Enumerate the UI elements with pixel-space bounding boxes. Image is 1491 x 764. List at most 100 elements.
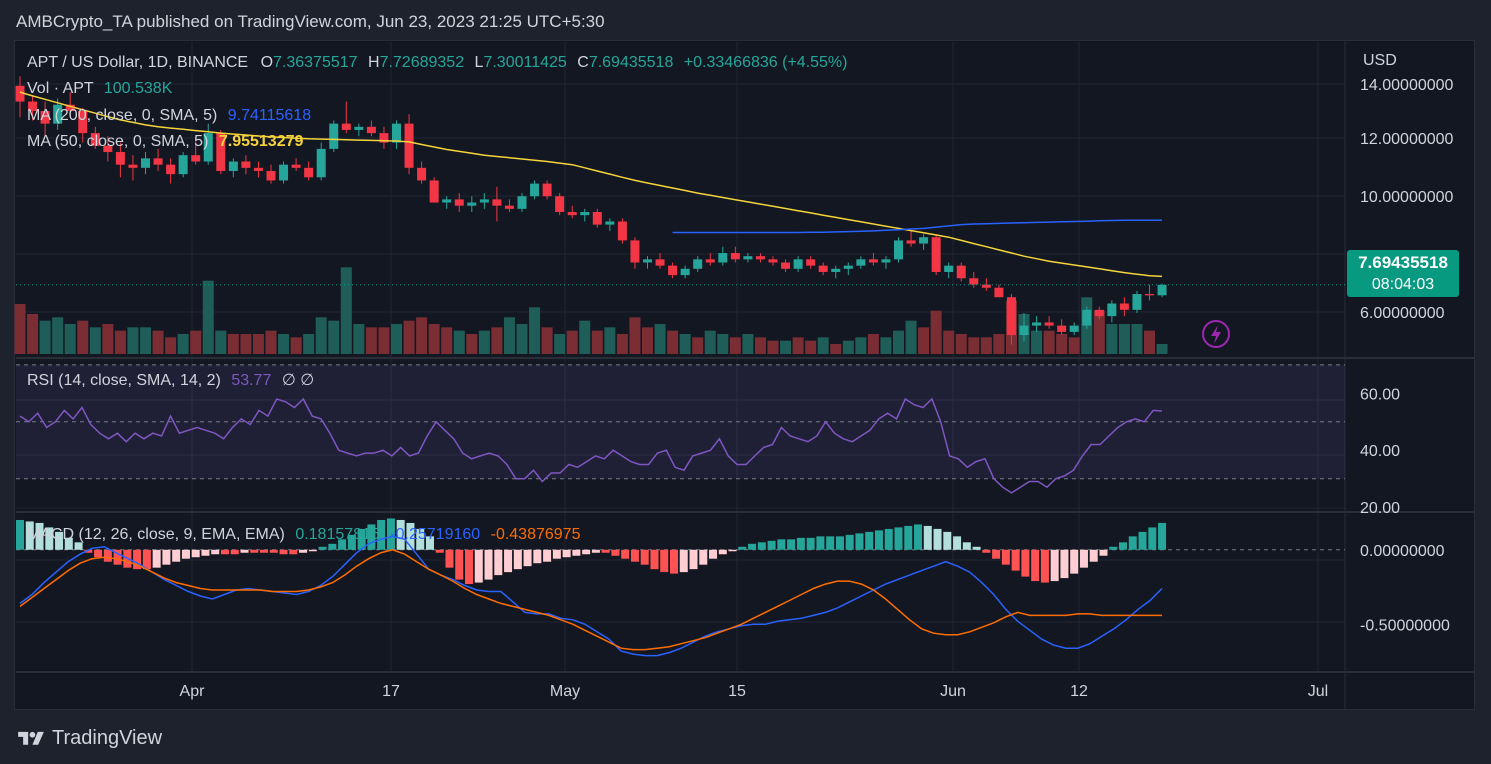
low-value: 7.30011425 (483, 54, 567, 71)
candle-body (28, 101, 38, 112)
tradingview-brand: TradingView (52, 727, 163, 749)
candle-body (592, 212, 602, 225)
ma50-value: 7.95513279 (218, 133, 304, 150)
rsi-tick-label: 20.00 (1360, 500, 1400, 517)
symbol-title[interactable]: APT / US Dollar, 1D, BINANCE (27, 54, 249, 71)
macd-histogram-bar (1001, 549, 1010, 565)
macd-histogram-bar (1050, 549, 1059, 582)
macd-histogram-bar (435, 549, 444, 553)
volume-bar (729, 337, 741, 354)
volume-bar (1056, 334, 1068, 354)
macd-histogram-bar (455, 549, 464, 580)
volume-bar (541, 327, 553, 354)
time-tick-label: Jul (1308, 683, 1328, 700)
candle-body (153, 158, 163, 165)
volume-bar (315, 317, 327, 354)
macd-label: MACD (12, 26, close, 9, EMA, EMA) (27, 526, 285, 543)
macd-histogram-bar (250, 549, 259, 553)
candle-body (705, 259, 715, 263)
volume-legend[interactable]: Vol · APT 100.538K (27, 80, 172, 98)
candle-body (856, 259, 866, 266)
macd-histogram-bar (591, 549, 600, 553)
last-price-label: 7.69435518 08:04:03 (1347, 250, 1459, 297)
candle-body (1006, 297, 1016, 336)
macd-histogram-bar (474, 549, 483, 583)
macd-histogram-bar (709, 549, 718, 559)
volume-bar (378, 327, 390, 354)
price-tick-label: 10.00000000 (1360, 189, 1454, 206)
candle-body (115, 152, 125, 165)
candle-body (53, 104, 63, 124)
candle-body (128, 164, 138, 168)
alert-icon[interactable] (1202, 320, 1230, 348)
candle-body (1057, 325, 1067, 332)
ma50-legend[interactable]: MA (50, close, 0, SMA, 5) 7.95513279 (27, 133, 303, 151)
volume-bar (930, 310, 942, 354)
macd-histogram-bar (562, 549, 571, 558)
rsi-legend[interactable]: RSI (14, close, SMA, 14, 2) 53.77 ∅ ∅ (27, 370, 314, 390)
macd-histogram-bar (425, 536, 434, 550)
ma200-value: 9.74115618 (227, 107, 312, 124)
macd-histogram-bar (601, 549, 610, 553)
rsi-tick-label: 60.00 (1360, 386, 1400, 403)
macd-histogram-bar (982, 549, 991, 553)
candle-body (291, 164, 301, 168)
macd-histogram-bar (230, 549, 239, 555)
volume-bar (403, 320, 415, 354)
macd-histogram-bar (972, 546, 981, 550)
volume-bar (127, 327, 139, 354)
volume-bar (855, 337, 867, 354)
candle-body (1019, 325, 1029, 336)
candle-body (253, 167, 263, 171)
macd-histogram-bar (142, 549, 151, 570)
volume-bar (918, 327, 930, 354)
macd-histogram-bar (787, 539, 796, 550)
tradingview-footer[interactable]: TradingView (16, 727, 162, 750)
volume-bar (1068, 337, 1080, 354)
macd-histogram-bar (923, 525, 932, 550)
macd-histogram-bar (582, 549, 591, 555)
macd-histogram-bar (865, 531, 874, 550)
volume-bar (1093, 310, 1105, 354)
candle-body (906, 240, 916, 244)
ma200-line (672, 219, 1162, 234)
volume-bar (491, 327, 503, 354)
macd-histogram-bar (572, 549, 581, 556)
macd-histogram-bar (386, 518, 395, 550)
candle-body (1157, 284, 1167, 296)
ma200-legend[interactable]: MA (200, close, 0, SMA, 5) 9.74115618 (27, 107, 311, 125)
candle-body (467, 202, 477, 206)
volume-bar (290, 337, 302, 354)
currency-label[interactable]: USD (1363, 52, 1397, 69)
candle-body (166, 164, 176, 175)
volume-bar (365, 327, 377, 354)
macd-histogram-bar (191, 549, 200, 558)
candle-body (530, 183, 540, 197)
macd-histogram-bar (504, 549, 513, 573)
candle-body (580, 212, 590, 216)
rsi-label: RSI (14, close, SMA, 14, 2) (27, 372, 221, 389)
volume-bar (1043, 330, 1055, 354)
macd-histogram-bar (289, 549, 298, 555)
volume-bar (667, 330, 679, 354)
macd-histogram-bar (874, 530, 883, 550)
macd-histogram-bar (181, 549, 190, 559)
macd-histogram-bar (816, 536, 825, 550)
chart-frame[interactable] (14, 40, 1475, 710)
macd-histogram-bar (1119, 542, 1128, 550)
macd-legend[interactable]: MACD (12, 26, close, 9, EMA, EMA) 0.1815… (27, 526, 580, 544)
candle-body (1145, 294, 1154, 296)
macd-histogram-bar (630, 549, 639, 562)
candle-body (1032, 322, 1042, 326)
macd-histogram-bar (767, 540, 776, 550)
bar-countdown: 08:04:03 (1371, 276, 1435, 293)
macd-histogram-bar (45, 527, 54, 550)
candle-body (379, 133, 389, 143)
macd-histogram-bar (269, 549, 278, 553)
candle-body (843, 265, 853, 269)
candle-body (781, 262, 791, 269)
candle-body (718, 253, 728, 263)
candle-body (655, 259, 665, 266)
volume-bar (102, 324, 114, 354)
